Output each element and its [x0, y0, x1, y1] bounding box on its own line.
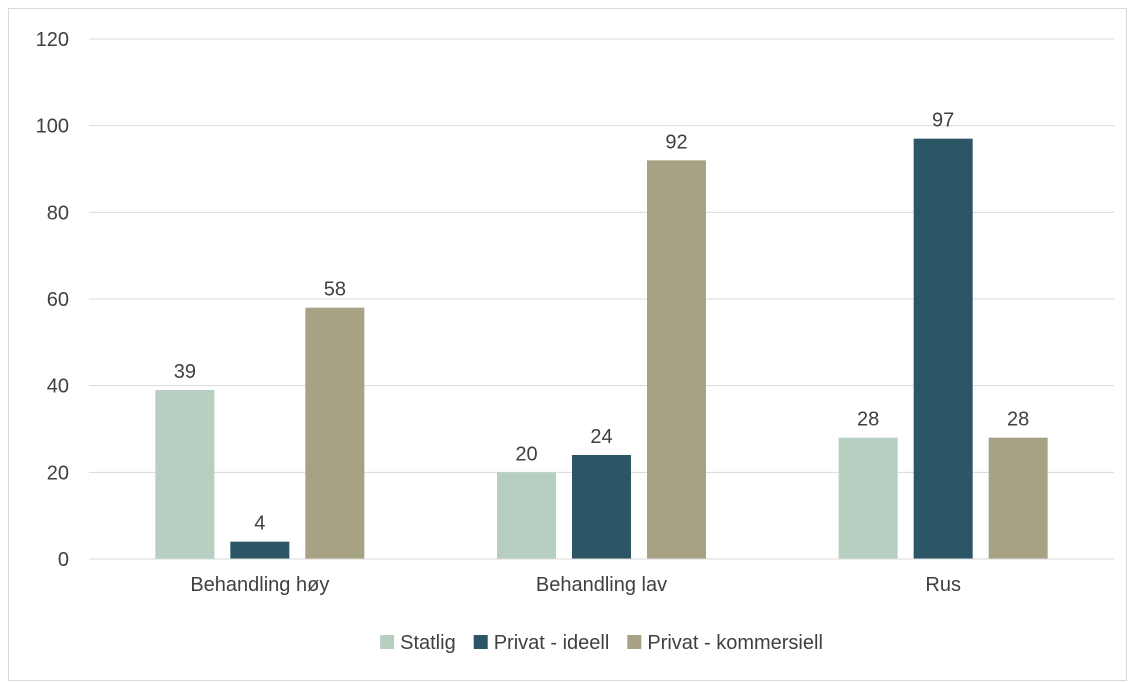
data-label: 4	[254, 513, 265, 535]
data-label: 28	[857, 409, 879, 431]
legend-label: Privat - kommersiell	[647, 632, 823, 654]
data-label: 92	[665, 131, 687, 153]
data-label: 24	[590, 426, 612, 448]
x-tick-label: Behandling lav	[536, 574, 667, 596]
bar	[647, 160, 706, 560]
y-tick-label: 60	[47, 289, 69, 311]
bar	[572, 455, 631, 559]
bar	[838, 437, 898, 559]
legend-label: Statlig	[400, 632, 456, 654]
legend-swatch	[380, 635, 395, 649]
legend-item: Statlig	[380, 632, 456, 654]
x-tick-label: Rus	[925, 574, 961, 596]
y-tick-label: 20	[47, 462, 69, 484]
y-tick-label: 120	[36, 29, 69, 51]
y-tick-label: 100	[36, 116, 69, 138]
data-labels: 39 4 58 20 24 92 28 97 28	[174, 110, 1030, 535]
data-label: 28	[1007, 409, 1029, 431]
legend-label: Privat - ideell	[494, 632, 610, 654]
data-label: 39	[174, 361, 196, 383]
data-label: 58	[324, 279, 346, 301]
bar	[497, 472, 556, 559]
bar-chart: 0 20 40 60 80 100 120 39 4 58 20 24 92 28 97 28 Behand…	[36, 29, 1114, 654]
bars	[155, 138, 1048, 560]
bar	[988, 437, 1048, 559]
y-tick-label: 80	[47, 202, 69, 224]
data-label: 20	[515, 443, 537, 465]
x-axis-ticks: Behandling høy Behandling lav Rus	[190, 574, 961, 596]
legend-item: Privat - kommersiell	[627, 632, 823, 654]
bar	[155, 390, 215, 559]
bar	[230, 541, 290, 559]
bar	[305, 307, 365, 559]
chart-frame: 0 20 40 60 80 100 120 39 4 58 20 24 92 28 97 28 Behand…	[8, 8, 1127, 681]
y-axis-ticks: 0 20 40 60 80 100 120	[36, 29, 69, 571]
bar	[913, 138, 973, 559]
y-tick-label: 0	[58, 549, 69, 571]
x-tick-label: Behandling høy	[190, 574, 329, 596]
y-tick-label: 40	[47, 376, 69, 398]
data-label: 97	[932, 110, 954, 132]
legend-item: Privat - ideell	[473, 632, 610, 654]
legend: Statlig Privat - ideell Privat - kommersie…	[380, 632, 823, 654]
legend-swatch	[473, 635, 488, 649]
legend-swatch	[627, 635, 642, 649]
